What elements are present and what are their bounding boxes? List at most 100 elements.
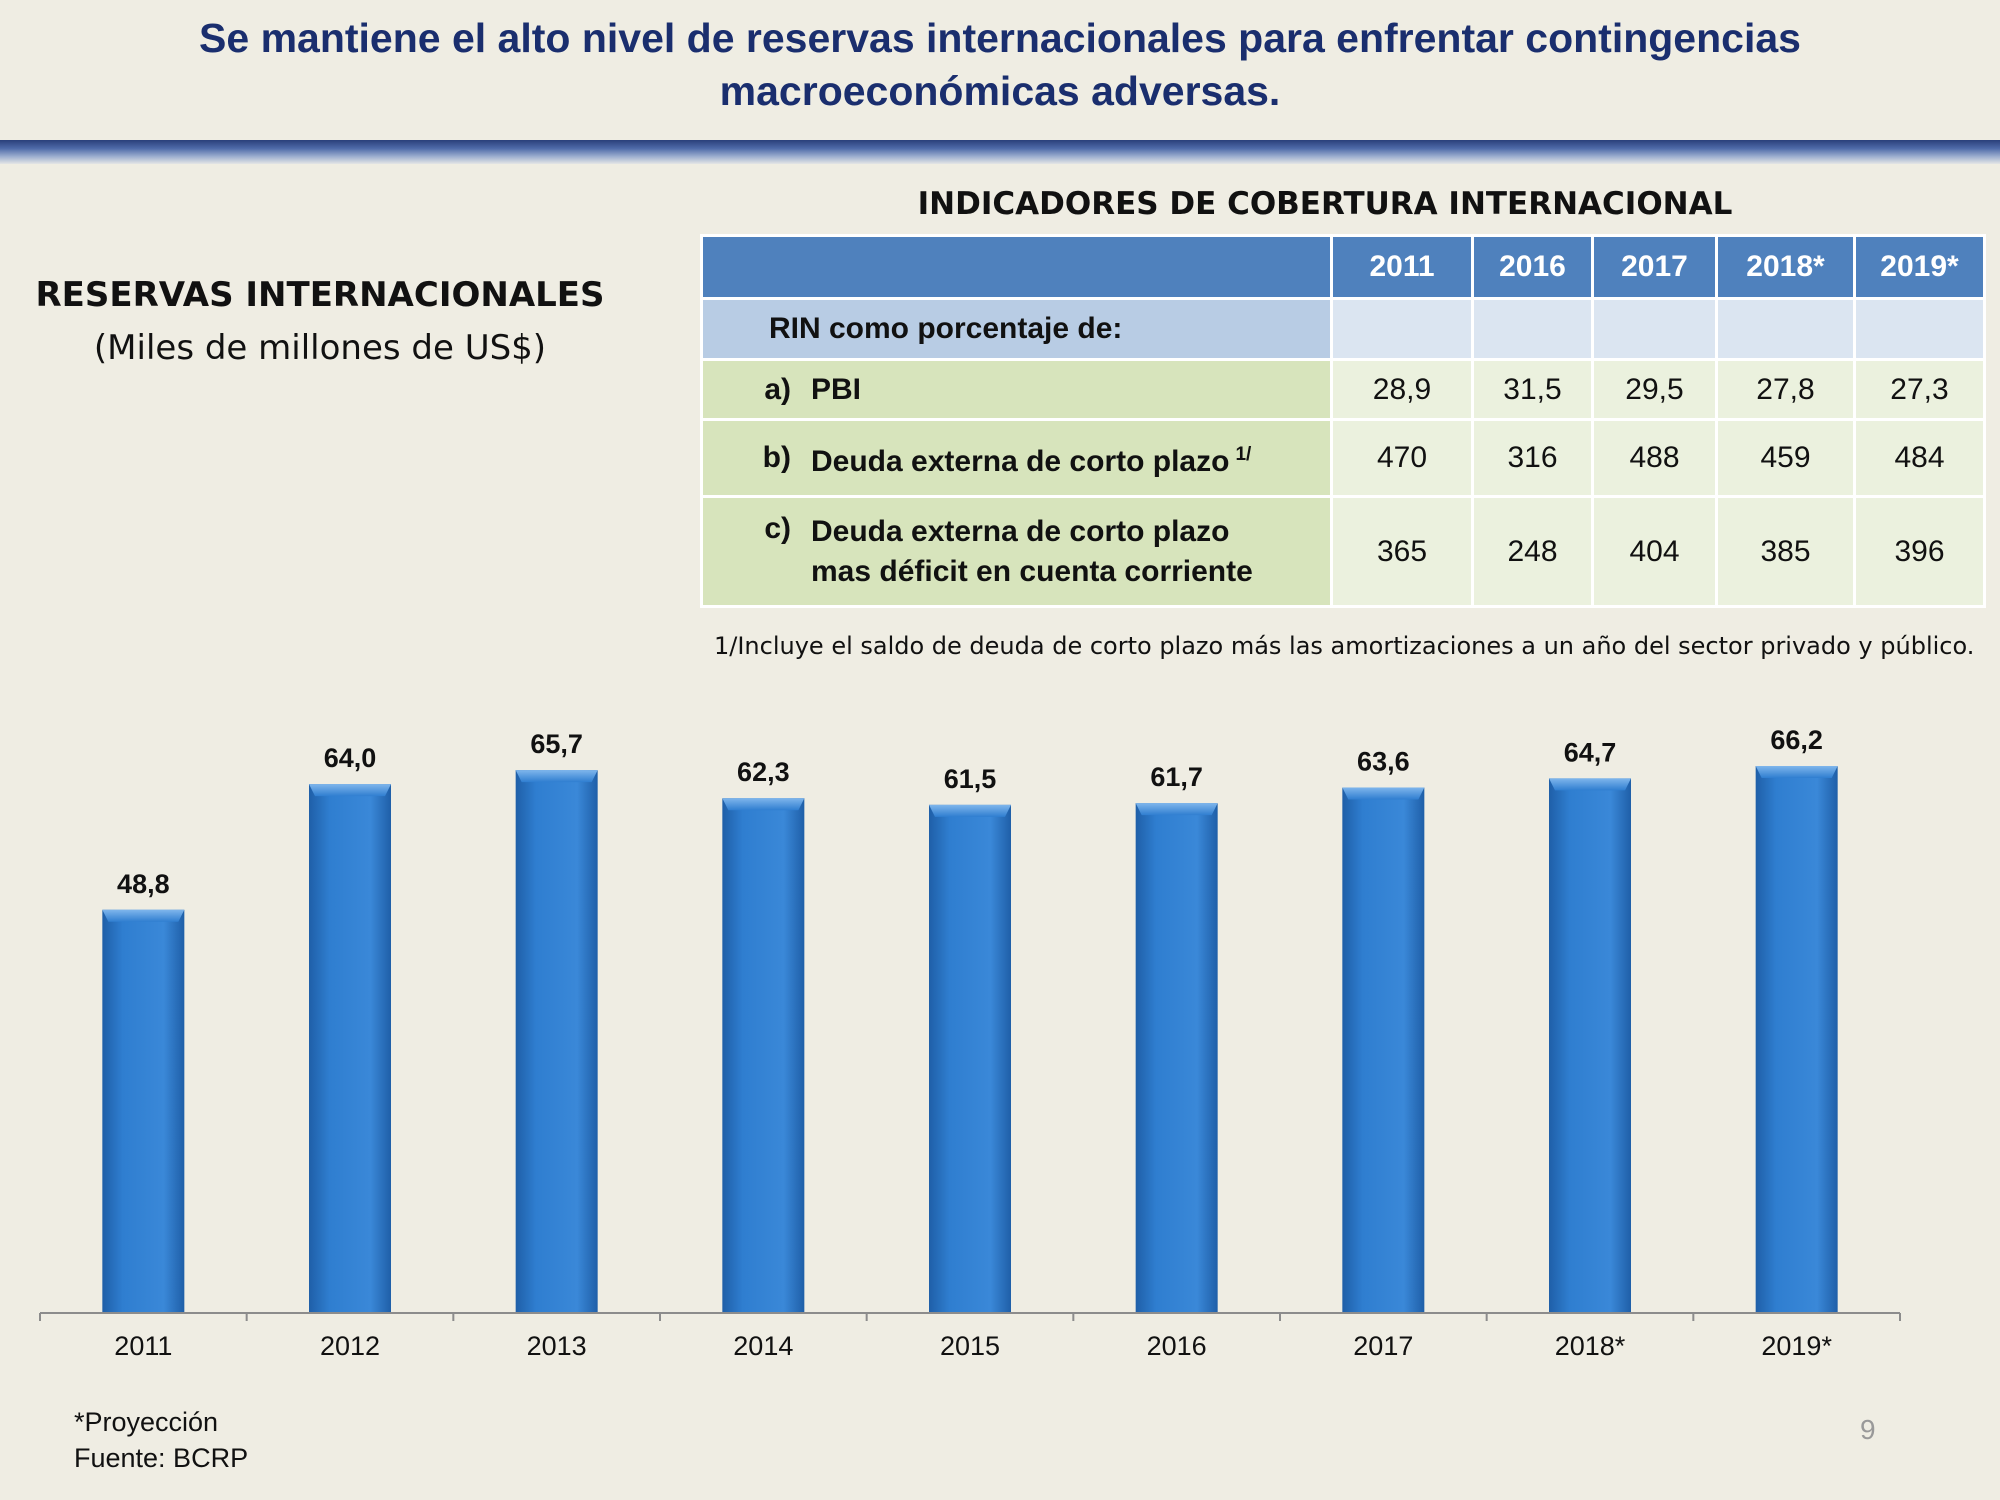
bar-top-bevel — [515, 770, 598, 783]
table-cell: 385 — [1715, 495, 1856, 608]
bar-group — [515, 770, 598, 1313]
bar-group — [1342, 787, 1425, 1313]
table-cell: 459 — [1715, 418, 1856, 498]
x-tick-label: 2011 — [114, 1331, 172, 1361]
coverage-indicators-table: 2011 2016 2017 2018* 2019* RIN como porc… — [700, 234, 1986, 608]
data-label: 64,0 — [324, 743, 377, 773]
bar — [1342, 787, 1425, 1313]
bar-group — [1135, 803, 1218, 1313]
bar-group — [309, 784, 391, 1313]
row-text-line1: Deuda externa de corto plazo — [811, 444, 1230, 478]
chart-heading: RESERVAS INTERNACIONALES (Miles de millo… — [20, 270, 620, 376]
row-letter: b) — [762, 441, 791, 474]
table-cell: 31,5 — [1471, 358, 1594, 421]
bar-top-bevel — [929, 804, 1011, 817]
bar — [1549, 778, 1631, 1313]
header-year: 2018* — [1715, 234, 1856, 300]
table-cell: 396 — [1853, 495, 1986, 608]
header-empty-cell — [700, 234, 1333, 300]
row-label: c) Deuda externa de corto plazo mas défi… — [700, 495, 1333, 608]
row-text-line1: PBI — [811, 372, 862, 406]
bar-top-bevel — [1549, 778, 1631, 791]
table-footnote: 1/Incluye el saldo de deuda de corto pla… — [714, 632, 1975, 660]
bar-top-bevel — [102, 909, 185, 922]
bar — [515, 770, 598, 1313]
table-cell: 404 — [1591, 495, 1718, 608]
table-row: b) Deuda externa de corto plazo 1/ 470 31… — [700, 418, 1986, 498]
x-tick-label: 2018* — [1555, 1331, 1626, 1361]
source-note: Fuente: BCRP — [74, 1443, 249, 1473]
bar-top-bevel — [1135, 803, 1218, 816]
x-tick-label: 2016 — [1147, 1331, 1207, 1361]
data-label: 62,3 — [737, 757, 790, 787]
bar-top-bevel — [722, 798, 805, 811]
row-label: a) PBI — [700, 358, 1333, 421]
header-year: 2017 — [1591, 234, 1718, 300]
empty-cell — [1715, 297, 1856, 361]
section-label: RIN como porcentaje de: — [700, 297, 1333, 361]
empty-cell — [1853, 297, 1986, 361]
table-row: c) Deuda externa de corto plazo mas défi… — [700, 495, 1986, 608]
x-tick-label: 2017 — [1353, 1331, 1413, 1361]
bar-group — [722, 798, 805, 1313]
table-cell: 248 — [1471, 495, 1594, 608]
table-cell: 488 — [1591, 418, 1718, 498]
empty-cell — [1471, 297, 1594, 361]
bottom-notes: *Proyección Fuente: BCRP — [74, 1404, 248, 1476]
row-text: Deuda externa de corto plazo 1/ — [811, 435, 1251, 482]
bar-top-bevel — [1342, 787, 1425, 800]
data-label: 65,7 — [530, 729, 583, 759]
empty-cell — [1591, 297, 1718, 361]
table-cell: 470 — [1330, 418, 1474, 498]
bar-top-bevel — [309, 784, 391, 797]
row-text: PBI — [811, 370, 861, 410]
x-tick-label: 2019* — [1761, 1331, 1832, 1361]
table-cell: 484 — [1853, 418, 1986, 498]
empty-cell — [1330, 297, 1474, 361]
data-label: 61,5 — [944, 764, 997, 794]
row-label: b) Deuda externa de corto plazo 1/ — [700, 418, 1333, 498]
bar-group — [1549, 778, 1631, 1313]
bar — [929, 804, 1011, 1313]
row-text-line2: mas déficit en cuenta corriente — [811, 554, 1253, 588]
x-tick-label: 2015 — [940, 1331, 1000, 1361]
x-tick-label: 2012 — [320, 1331, 380, 1361]
bar-group — [102, 909, 185, 1313]
data-label: 63,6 — [1357, 746, 1410, 776]
chart-title: RESERVAS INTERNACIONALES — [35, 275, 605, 315]
bar-group — [1755, 766, 1838, 1313]
table-title: INDICADORES DE COBERTURA INTERNACIONAL — [917, 186, 1733, 222]
data-label: 64,7 — [1564, 737, 1617, 767]
bar-group — [929, 804, 1011, 1313]
slide-title-line2: macroeconómicas adversas. — [719, 68, 1281, 114]
table-header-row: 2011 2016 2017 2018* 2019* — [700, 234, 1986, 300]
bar-top-bevel — [1755, 766, 1838, 778]
reserves-bar-chart: 48,8 2011 64,0 2012 65,7 2013 62,3 2014 61,5 2015… — [39, 725, 1901, 1361]
row-text-line1: Deuda externa de corto plazo — [811, 514, 1230, 548]
chart-subtitle: (Miles de millones de US$) — [93, 328, 547, 368]
x-tick-label: 2013 — [527, 1331, 587, 1361]
header-year: 2016 — [1471, 234, 1594, 300]
title-divider — [0, 140, 2000, 164]
table-cell: 365 — [1330, 495, 1474, 608]
bar — [1135, 803, 1218, 1313]
slide-title-line1: Se mantiene el alto nivel de reservas in… — [199, 15, 1801, 61]
table-cell: 27,3 — [1853, 358, 1986, 421]
footnote-marker: 1/ — [1235, 443, 1252, 465]
section-row: RIN como porcentaje de: — [700, 297, 1986, 361]
bar — [1755, 766, 1838, 1313]
data-label: 66,2 — [1770, 725, 1823, 755]
header-year: 2011 — [1330, 234, 1474, 300]
bar — [309, 784, 391, 1313]
page-number: 9 — [1860, 1414, 1876, 1445]
row-text: Deuda externa de corto plazo mas déficit… — [811, 512, 1253, 592]
slide-title: Se mantiene el alto nivel de reservas in… — [0, 12, 2000, 118]
data-label: 61,7 — [1150, 762, 1203, 792]
projection-note: *Proyección — [74, 1407, 219, 1437]
table-cell: 27,8 — [1715, 358, 1856, 421]
table-cell: 316 — [1471, 418, 1594, 498]
table-row: a) PBI 28,9 31,5 29,5 27,8 27,3 — [700, 358, 1986, 421]
bar — [102, 909, 185, 1313]
bar — [722, 798, 805, 1313]
row-letter: a) — [764, 372, 791, 406]
